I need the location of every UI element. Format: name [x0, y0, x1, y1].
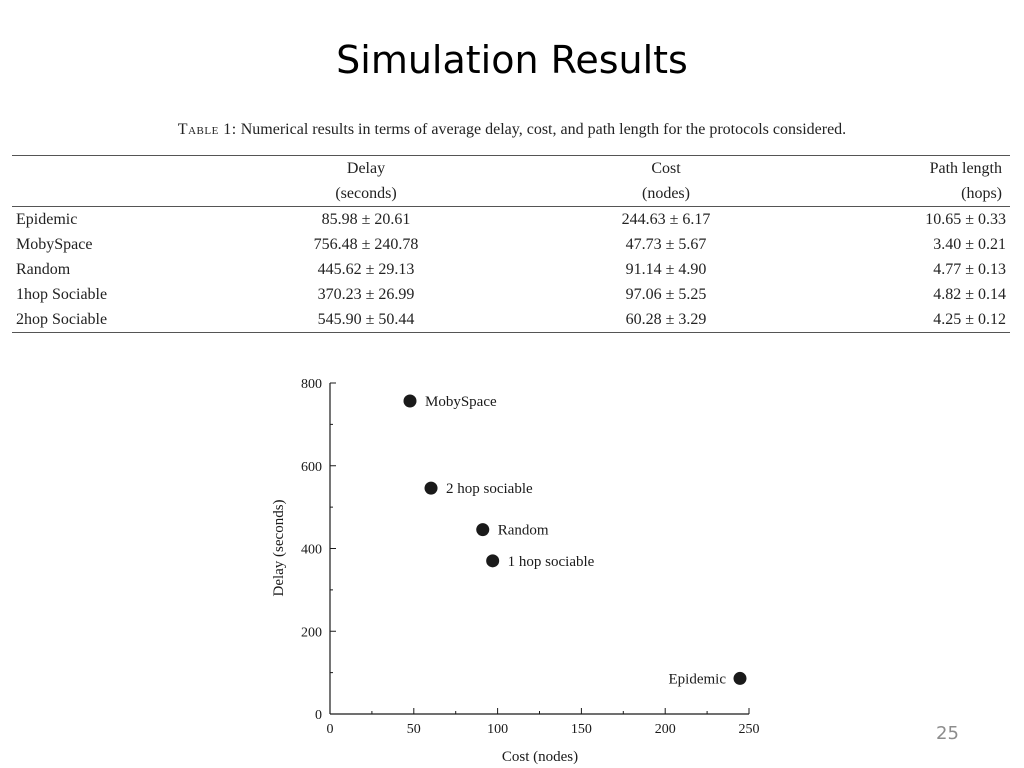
header-cost: Cost [516, 155, 816, 181]
cell-protocol: 1hop Sociable [16, 285, 108, 303]
cell-path-length: 4.25 ± 0.12 [816, 307, 1010, 333]
cell-protocol: 2hop Sociable [12, 307, 216, 333]
slide-title: Simulation Results [336, 38, 688, 82]
data-point-label: Epidemic [669, 671, 727, 687]
cell-cost: 244.63 ± 6.17 [621, 210, 711, 228]
page-number: 25 [936, 723, 959, 744]
header-protocol-unit [12, 181, 216, 207]
header-protocol [12, 155, 216, 181]
table-caption: Table 1: Numerical results in terms of a… [0, 121, 1024, 139]
y-tick-label: 400 [301, 543, 322, 558]
header-cost-unit: (nodes) [516, 181, 816, 207]
cell-path-length: 3.40 ± 0.21 [933, 235, 1006, 253]
data-point [476, 523, 490, 537]
cell-delay: 756.48 ± 240.78 [313, 235, 419, 253]
x-tick-label: 150 [571, 722, 592, 737]
header-path-length: Path length [816, 155, 1010, 181]
data-point-label: MobySpace [425, 394, 497, 410]
header-delay-unit: (seconds) [216, 181, 516, 207]
table-row: 1hop Sociable 370.23 ± 26.99 97.06 ± 5.2… [12, 282, 1010, 307]
x-tick-label: 250 [739, 722, 760, 737]
cell-cost: 47.73 ± 5.67 [625, 235, 707, 253]
y-tick-label: 600 [301, 460, 322, 475]
results-table: Delay Cost Path length (seconds) (nodes)… [12, 155, 1010, 333]
x-tick-label: 200 [655, 722, 676, 737]
chart-points: MobySpace 2 hop sociable Random 1 hop socia… [403, 394, 747, 687]
table-row: 2hop Sociable 545.90 ± 50.44 60.28 ± 3.2… [12, 307, 1010, 333]
table-row: MobySpace 756.48 ± 240.78 47.73 ± 5.67 3… [12, 232, 1010, 257]
cell-path-length: 4.82 ± 0.14 [933, 285, 1006, 303]
cell-cost: 91.14 ± 4.90 [625, 260, 707, 278]
cell-path-length: 10.65 ± 0.33 [925, 210, 1006, 228]
cell-delay: 370.23 ± 26.99 [317, 285, 415, 303]
x-axis-label: Cost (nodes) [502, 749, 578, 765]
x-tick-label: 100 [487, 722, 508, 737]
y-tick-label: 200 [301, 625, 322, 640]
cell-protocol: Epidemic [16, 210, 78, 228]
data-point [424, 481, 438, 495]
header-path-length-unit: (hops) [816, 181, 1010, 207]
x-tick-label: 0 [327, 722, 334, 737]
table-row: Random 445.62 ± 29.13 91.14 ± 4.90 4.77 … [12, 257, 1010, 282]
table-header-units-row: (seconds) (nodes) (hops) [12, 181, 1010, 207]
cell-path-length: 4.77 ± 0.13 [933, 260, 1006, 278]
table-caption-label: Table 1: [177, 121, 237, 138]
data-point-label: 1 hop sociable [508, 554, 595, 570]
cell-protocol: Random [16, 260, 71, 278]
header-delay: Delay [216, 155, 516, 181]
x-tick-label: 50 [407, 722, 421, 737]
data-point [486, 554, 500, 568]
data-point [733, 671, 747, 685]
data-point [403, 394, 417, 408]
data-point-label: 2 hop sociable [446, 481, 533, 497]
cell-protocol: MobySpace [16, 235, 93, 253]
cell-cost: 97.06 ± 5.25 [625, 285, 707, 303]
chart-axes [329, 383, 749, 715]
cell-delay: 85.98 ± 20.61 [321, 210, 411, 228]
y-tick-label: 0 [315, 708, 322, 723]
data-point-label: Random [498, 523, 549, 539]
table-row: Epidemic 85.98 ± 20.61 244.63 ± 6.17 10.… [12, 207, 1010, 233]
chart-ticks: 0 50 100 150 200 250 0 200 400 600 800 [301, 377, 760, 737]
table-caption-text: Numerical results in terms of average de… [240, 121, 847, 138]
cell-delay: 445.62 ± 29.13 [317, 260, 415, 278]
y-tick-label: 800 [301, 377, 322, 392]
table-header-row: Delay Cost Path length [12, 155, 1010, 181]
y-axis-label: Delay (seconds) [271, 499, 287, 596]
cell-cost: 60.28 ± 3.29 [516, 307, 816, 333]
cell-delay: 545.90 ± 50.44 [216, 307, 516, 333]
